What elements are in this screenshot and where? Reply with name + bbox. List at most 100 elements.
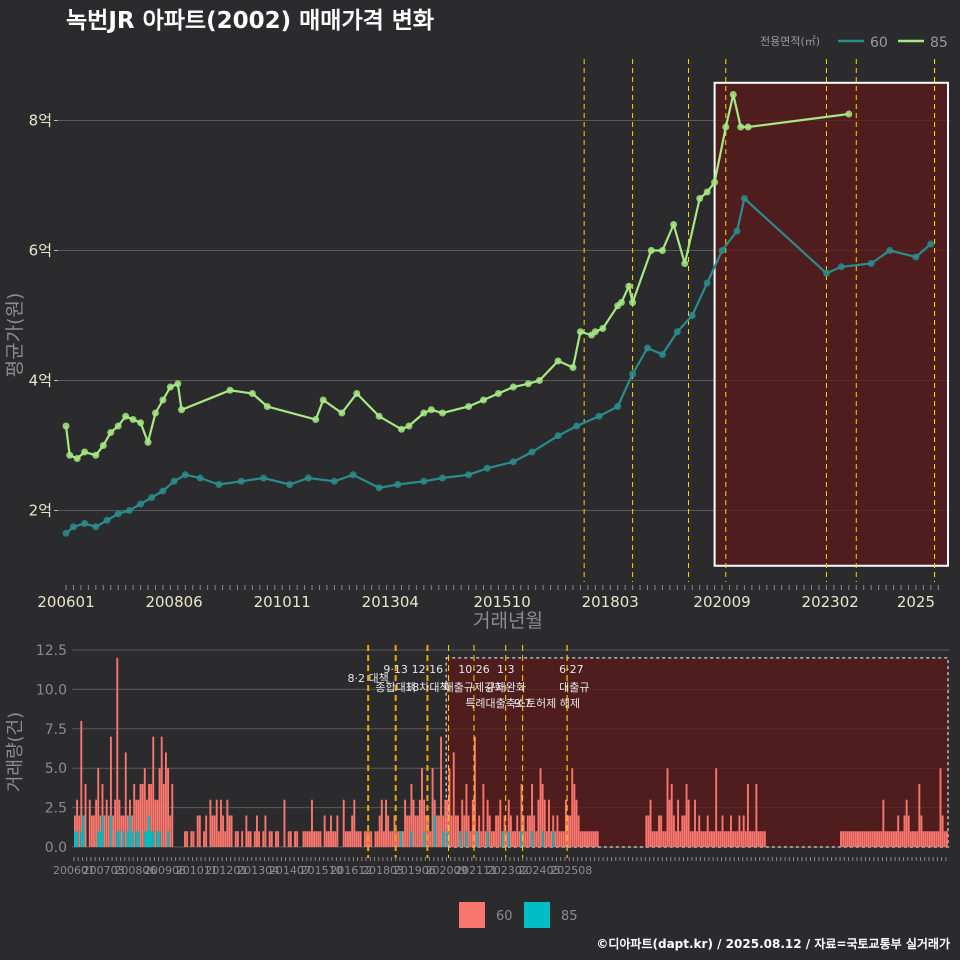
bar-85: [126, 831, 129, 847]
bar-60: [164, 752, 167, 847]
bar-60: [533, 815, 536, 847]
bar-60: [90, 815, 93, 847]
bar-60: [539, 768, 542, 847]
bar-60: [294, 831, 296, 847]
series-point-85: [81, 448, 89, 456]
bar-85: [552, 831, 555, 847]
bar-60: [531, 783, 534, 847]
bottom-y-tick-label: 7.5: [45, 722, 67, 738]
bar-60: [258, 831, 261, 847]
legend-label-85: 85: [930, 35, 948, 51]
bar-85: [520, 831, 523, 847]
top-highlight-box: [713, 81, 950, 567]
bar-60: [169, 815, 172, 847]
bar-85: [150, 831, 153, 847]
series-point-85: [629, 299, 637, 306]
bar-60: [518, 831, 521, 847]
bar-60: [871, 831, 874, 847]
bar-60: [393, 815, 396, 847]
top-x-tick-label: 201510: [474, 593, 531, 611]
bar-60: [236, 831, 239, 847]
top-x-tick-label: 202009: [693, 593, 750, 611]
bar-60: [520, 783, 523, 847]
series-point-60: [103, 516, 111, 524]
bottom-y-tick-label: 10.0: [36, 682, 67, 698]
bar-60: [317, 831, 320, 847]
bar-60: [569, 815, 572, 847]
bar-60: [490, 831, 493, 847]
bar-60: [277, 831, 280, 847]
bar-60: [596, 831, 599, 847]
bar-60: [558, 831, 561, 847]
bar-60: [135, 799, 138, 847]
bar-60: [385, 799, 387, 847]
bar-85: [423, 831, 426, 847]
bar-60: [907, 815, 910, 847]
bar-60: [867, 831, 870, 847]
series-point-85: [524, 380, 532, 388]
series-point-85: [591, 328, 599, 336]
bar-60: [325, 831, 328, 847]
bar-85: [167, 831, 170, 847]
series-point-60: [170, 477, 178, 485]
bar-60: [469, 831, 472, 847]
bar-85: [459, 831, 462, 847]
series-point-85: [226, 386, 234, 394]
bar-60: [909, 831, 912, 847]
bar-60: [590, 831, 593, 847]
bar-60: [873, 831, 876, 847]
bar-60: [859, 831, 862, 847]
bar-60: [886, 831, 889, 847]
bar-60: [105, 799, 108, 847]
series-point-85: [845, 110, 853, 118]
bar-60: [857, 831, 859, 847]
bar-60: [186, 831, 189, 847]
bar-60: [727, 831, 730, 847]
bar-60: [581, 831, 584, 847]
bar-60: [710, 831, 713, 847]
series-point-85: [338, 409, 346, 417]
bar-60: [382, 831, 385, 847]
bar-60: [198, 815, 201, 847]
series-point-60: [740, 195, 748, 202]
series-point-60: [125, 507, 133, 514]
bar-60: [928, 831, 931, 847]
series-point-85: [681, 260, 689, 267]
bar-60: [736, 831, 739, 847]
bar-60: [457, 815, 459, 847]
bar-60: [763, 831, 766, 847]
bar-85: [442, 831, 445, 847]
bar-60: [560, 831, 563, 847]
bar-60: [746, 783, 749, 847]
bar-60: [507, 799, 510, 847]
series-point-60: [420, 477, 428, 485]
bar-60: [465, 783, 468, 847]
top-y-axis-title: 평균가(원): [4, 293, 26, 378]
credit-text: ©디아파트(dapt.kr) / 2025.08.12 / 자료=국토교통부 실…: [596, 936, 950, 951]
series-point-85: [494, 390, 502, 397]
series-point-85: [405, 422, 413, 430]
bar-60: [359, 831, 362, 847]
bar-60: [389, 831, 392, 847]
bar-60: [446, 799, 449, 847]
bar-60: [245, 815, 248, 847]
bar-85: [97, 831, 100, 847]
bar-60: [545, 831, 548, 847]
series-point-60: [554, 432, 562, 440]
bar-85: [131, 831, 134, 847]
bar-60: [738, 815, 741, 847]
bar-60: [888, 831, 891, 847]
bar-60: [721, 815, 724, 847]
bar-60: [97, 768, 100, 847]
legend-header: 전용면적(㎡): [760, 35, 820, 48]
bar-60: [137, 799, 140, 847]
bar-60: [196, 815, 199, 847]
bar-60: [926, 831, 929, 847]
series-point-60: [159, 487, 167, 495]
bar-85: [118, 831, 121, 847]
bar-60: [342, 799, 345, 847]
bar-60: [675, 831, 677, 847]
series-point-60: [822, 269, 830, 277]
bar-60: [503, 815, 506, 847]
bar-60: [488, 815, 491, 847]
